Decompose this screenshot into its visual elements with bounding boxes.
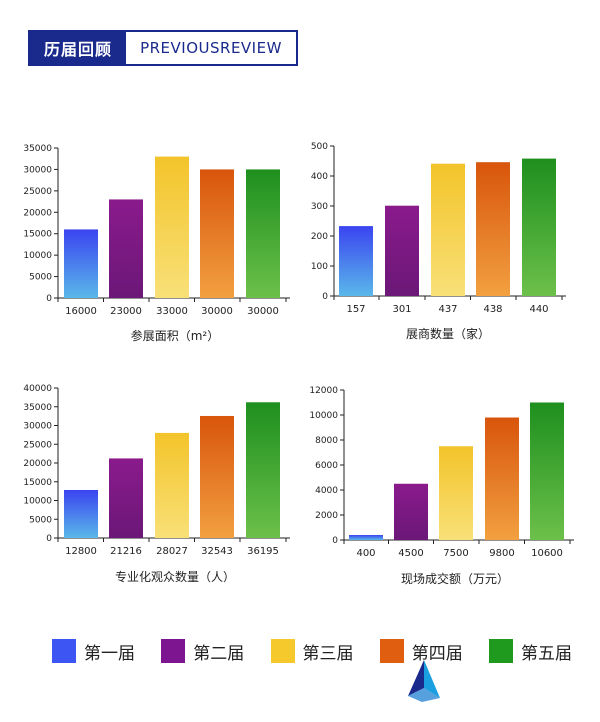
logo-mark: [408, 660, 440, 702]
bar-1: [64, 229, 98, 298]
category-label-3: 28027: [156, 546, 188, 557]
y-tick-label: 6000: [315, 461, 338, 471]
y-tick-label: 40000: [23, 384, 52, 394]
section-header: 历届回顾 PREVIOUSREVIEW: [28, 30, 298, 66]
y-tick-label: 10000: [309, 411, 338, 421]
y-tick-label: 500: [311, 142, 328, 152]
legend-item-1: 第一届: [52, 639, 135, 664]
bar-1: [339, 226, 373, 296]
header-title-en: PREVIOUSREVIEW: [140, 39, 282, 57]
category-label-3: 7500: [443, 548, 468, 559]
y-tick-label: 25000: [23, 187, 52, 197]
bar-1: [64, 490, 98, 538]
category-label-3: 33000: [156, 306, 188, 317]
header-title-cn: 历届回顾: [30, 32, 126, 64]
category-label-4: 30000: [201, 306, 233, 317]
y-tick-label: 35000: [23, 144, 52, 154]
category-label-4: 9800: [489, 548, 514, 559]
legend-item-2: 第二届: [161, 639, 244, 664]
category-label-4: 438: [483, 304, 502, 315]
y-tick-label: 300: [311, 202, 328, 212]
y-tick-label: 100: [311, 262, 328, 272]
y-tick-label: 200: [311, 232, 328, 242]
category-label-1: 400: [356, 548, 375, 559]
y-tick-label: 20000: [23, 459, 52, 469]
y-tick-label: 8000: [315, 436, 338, 446]
y-tick-label: 10000: [23, 497, 52, 507]
category-label-5: 10600: [531, 548, 563, 559]
chart-title: 展商数量（家）: [406, 326, 490, 341]
category-label-3: 437: [438, 304, 457, 315]
y-tick-label: 30000: [23, 422, 52, 432]
bar-1: [349, 535, 383, 540]
legend-label-4: 第四届: [411, 643, 463, 664]
legend-label-5: 第五届: [521, 643, 572, 664]
bar-2: [109, 199, 143, 298]
category-label-2: 23000: [110, 306, 142, 317]
legend-item-4: 第四届: [379, 639, 463, 664]
chart-title: 现场成交额（万元）: [401, 571, 509, 586]
category-label-5: 440: [529, 304, 548, 315]
bar-2: [385, 205, 419, 296]
category-label-4: 32543: [201, 546, 233, 557]
y-tick-label: 4000: [315, 486, 338, 496]
chart-legend: 第一届 第二届 第三届 第四届 第五届: [52, 636, 572, 666]
legend-label-2: 第二届: [193, 643, 245, 664]
bar-3: [155, 156, 189, 298]
category-label-5: 30000: [247, 306, 279, 317]
y-tick-label: 35000: [23, 403, 52, 413]
legend-swatch-4: [379, 639, 404, 663]
y-tick-label: 12000: [309, 386, 338, 396]
legend-swatch-2: [161, 639, 186, 663]
y-tick-label: 0: [332, 536, 338, 546]
legend-swatch-5: [489, 639, 513, 663]
bar-5: [246, 402, 280, 538]
y-tick-label: 5000: [29, 273, 52, 283]
y-tick-label: 10000: [23, 251, 52, 261]
legend-label-3: 第三届: [302, 643, 354, 664]
bar-4: [200, 169, 234, 298]
legend-item-3: 第三届: [270, 639, 354, 664]
bar-2: [109, 458, 143, 538]
y-tick-label: 2000: [315, 511, 338, 521]
y-tick-label: 15000: [23, 230, 52, 240]
bar-2: [394, 483, 428, 540]
category-label-2: 21216: [110, 546, 142, 557]
bar-5: [530, 402, 564, 540]
category-label-1: 157: [346, 304, 365, 315]
chart-title: 专业化观众数量（人）: [115, 569, 235, 584]
legend-label-1: 第一届: [84, 643, 135, 664]
bar-3: [439, 446, 473, 540]
y-tick-label: 20000: [23, 208, 52, 218]
bar-3: [155, 432, 189, 538]
y-tick-label: 0: [322, 292, 328, 302]
legend-item-5: 第五届: [489, 639, 572, 664]
bar-4: [200, 415, 234, 538]
y-tick-label: 5000: [29, 515, 52, 525]
bar-4: [476, 162, 510, 296]
chart-title: 参展面积（m²）: [131, 328, 220, 343]
y-tick-label: 400: [311, 172, 328, 182]
category-label-2: 301: [392, 304, 411, 315]
y-tick-label: 25000: [23, 440, 52, 450]
bar-5: [246, 169, 280, 298]
y-tick-label: 0: [46, 534, 52, 544]
y-tick-label: 0: [46, 294, 52, 304]
bar-4: [485, 417, 519, 540]
category-label-1: 12800: [65, 546, 97, 557]
legend-swatch-1: [52, 639, 76, 663]
y-tick-label: 15000: [23, 478, 52, 488]
category-label-1: 16000: [65, 306, 97, 317]
category-label-2: 4500: [398, 548, 423, 559]
category-label-5: 36195: [247, 546, 279, 557]
y-tick-label: 30000: [23, 165, 52, 175]
bar-5: [522, 158, 556, 296]
bar-3: [431, 163, 465, 296]
legend-swatch-3: [270, 639, 295, 663]
